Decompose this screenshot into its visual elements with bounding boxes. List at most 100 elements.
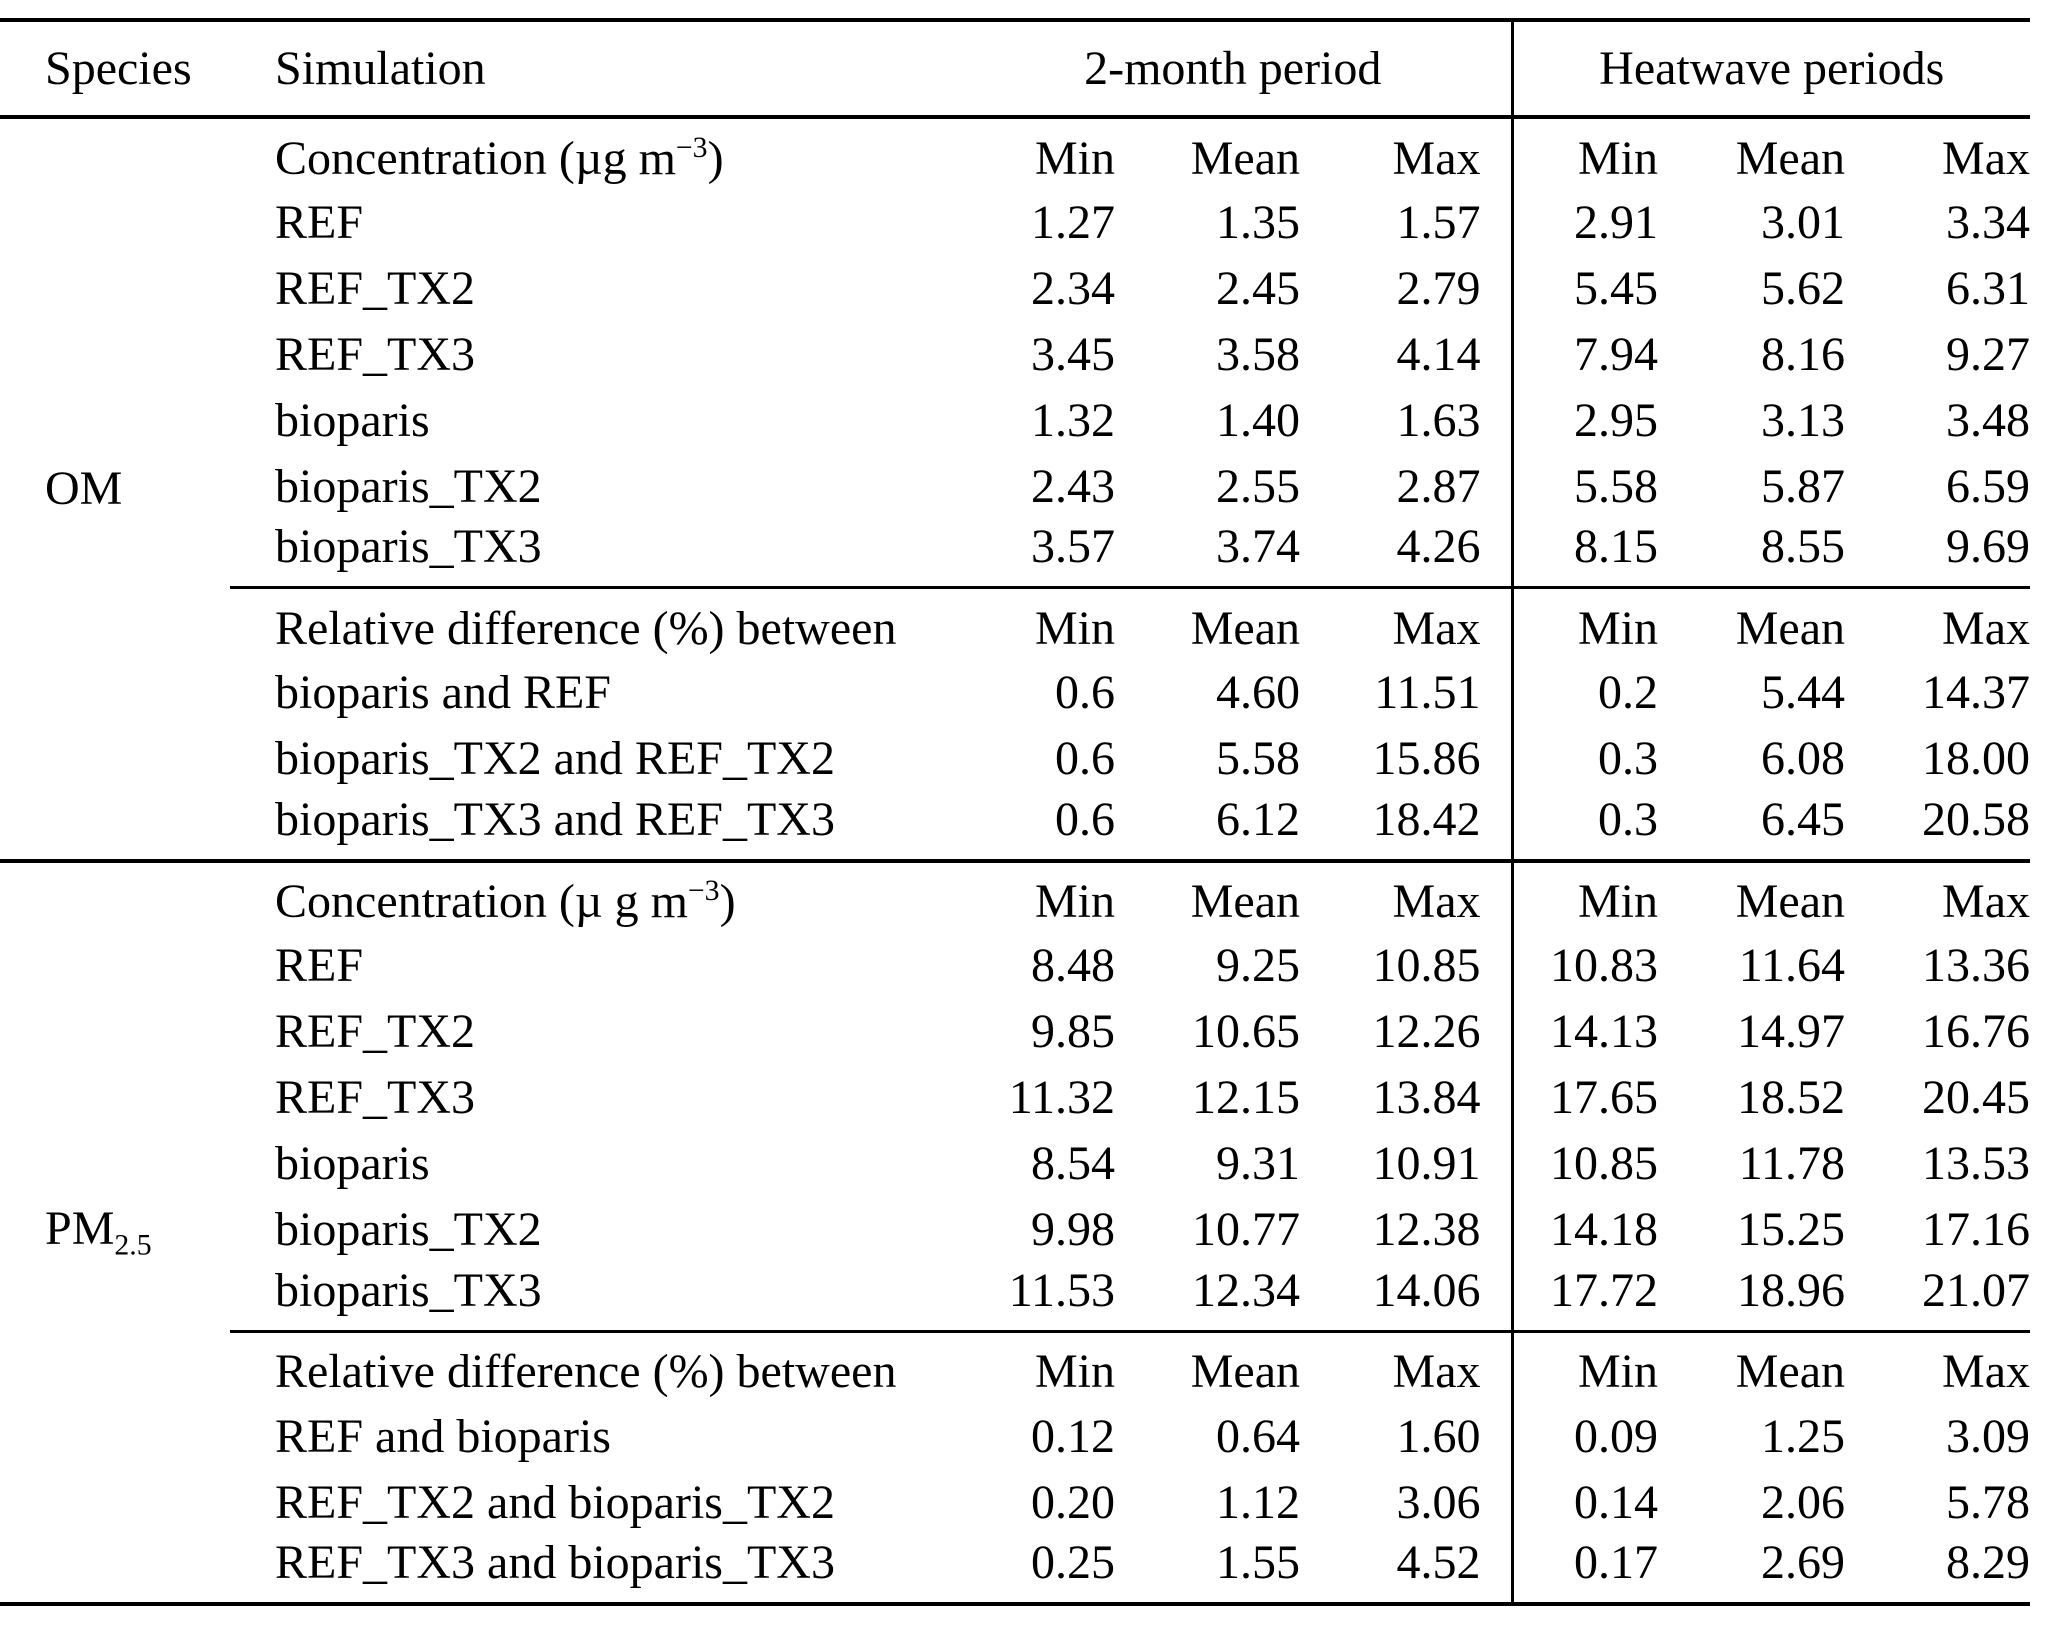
row-label: bioparis	[275, 393, 430, 447]
value-cell: 2.06	[1761, 1475, 1845, 1529]
stat-header-max: Max	[1845, 586, 2030, 660]
value-cell: 9.85	[1031, 1005, 1115, 1058]
value-cell: 0.3	[1510, 791, 1658, 861]
stat-header-min: Min	[1510, 586, 1658, 660]
stat-header-max: Max	[1942, 131, 2030, 185]
row-label: REF_TX3 and bioparis_TX3	[275, 1536, 835, 1589]
value-cell: 14.37	[1922, 666, 2030, 719]
value-cell: 6.12	[1216, 792, 1300, 846]
value-cell: 13.53	[1922, 1137, 2030, 1190]
value-cell: 1.35	[1216, 195, 1300, 249]
table-row: REF_TX2 2.34 2.45 2.79 5.45 5.62 6.31	[0, 255, 2030, 321]
om-rel-header-row: Relative difference (%) between Min Mean…	[0, 586, 2030, 660]
value-cell: 12.34	[1192, 1263, 1300, 1317]
value-cell: 10.85	[1372, 939, 1481, 992]
row-label: bioparis_TX3	[275, 1263, 542, 1317]
value-cell: 1.32	[1031, 393, 1115, 447]
value-cell: 10.83	[1510, 932, 1658, 999]
value-cell: 15.25	[1737, 1203, 1845, 1256]
value-cell: 21.07	[1922, 1263, 2030, 1317]
stat-header-mean: Mean	[1735, 131, 1845, 185]
value-cell: 2.95	[1510, 387, 1658, 453]
row-label: REF_TX2 and bioparis_TX2	[275, 1475, 835, 1529]
value-cell: 12.15	[1192, 1071, 1300, 1124]
species-cell-pm25: PM2.5	[0, 858, 230, 1604]
row-label: REF and bioparis	[275, 1409, 611, 1463]
value-cell: 16.76	[1922, 1005, 2030, 1058]
value-cell: 1.40	[1216, 393, 1300, 447]
value-cell: 11.32	[1008, 1071, 1115, 1124]
value-cell: 4.14	[1396, 327, 1481, 381]
stat-header-max: Max	[1300, 586, 1512, 660]
stat-header-mean: Mean	[1190, 131, 1300, 185]
row-label: REF_TX2	[275, 261, 476, 315]
value-cell: 0.14	[1510, 1469, 1658, 1535]
row-label: REF	[275, 939, 364, 992]
row-label: REF_TX2	[275, 1005, 476, 1058]
value-cell: 2.55	[1216, 459, 1300, 513]
value-cell: 0.6	[1055, 792, 1115, 846]
value-cell: 8.55	[1761, 520, 1845, 573]
table-row: bioparis_TX3 3.57 3.74 4.26 8.15 8.55 9.…	[0, 519, 2030, 588]
value-cell: 5.87	[1761, 459, 1845, 513]
value-cell: 5.58	[1216, 732, 1300, 785]
table-header-row: Species Simulation 2-month period Heatwa…	[0, 20, 2030, 119]
species-label-om: OM	[45, 462, 123, 516]
value-cell: 2.91	[1510, 189, 1658, 255]
value-cell: 20.45	[1922, 1071, 2030, 1124]
value-cell: 14.13	[1510, 998, 1658, 1065]
header-2month-period: 2-month period	[955, 20, 1512, 119]
value-cell: 0.3	[1510, 725, 1658, 792]
header-heatwave-periods: Heatwave periods	[1510, 20, 2030, 119]
stat-header-max: Max	[1300, 858, 1512, 933]
value-cell: 8.16	[1761, 327, 1845, 381]
value-cell: 6.59	[1946, 459, 2030, 513]
value-cell: 5.58	[1510, 453, 1658, 519]
header-simulation: Simulation	[230, 20, 955, 119]
value-cell: 18.00	[1922, 732, 2030, 785]
value-cell: 12.38	[1372, 1203, 1481, 1256]
table-row: REF 1.27 1.35 1.57 2.91 3.01 3.34	[0, 189, 2030, 255]
value-cell: 3.58	[1216, 327, 1300, 381]
block-label-pm25-concentration: Concentration (µ g m−3)	[230, 858, 955, 933]
table-row: bioparis and REF 0.6 4.60 11.51 0.2 5.44…	[0, 659, 2030, 726]
table-row: REF 8.48 9.25 10.85 10.83 11.64 13.36	[0, 932, 2030, 999]
value-cell: 2.45	[1216, 261, 1300, 315]
row-label: bioparis_TX3	[275, 520, 542, 573]
row-label: bioparis and REF	[275, 666, 611, 719]
stat-header-mean: Mean	[1658, 1329, 1845, 1403]
value-cell: 17.72	[1510, 1262, 1658, 1331]
row-label: REF	[275, 195, 364, 249]
stat-header-max: Max	[1845, 858, 2030, 933]
value-cell: 3.57	[1031, 520, 1115, 573]
value-cell: 9.69	[1946, 520, 2030, 573]
stat-header-min: Min	[1510, 117, 1658, 189]
stat-header-max: Max	[1845, 1329, 2030, 1403]
value-cell: 0.09	[1510, 1403, 1658, 1469]
table-row: REF and bioparis 0.12 0.64 1.60 0.09 1.2…	[0, 1403, 2030, 1469]
stat-header-max: Max	[1392, 131, 1481, 185]
value-cell: 4.26	[1396, 520, 1481, 573]
value-cell: 9.27	[1946, 327, 2030, 381]
value-cell: 3.13	[1761, 393, 1845, 447]
table-row: REF_TX3 3.45 3.58 4.14 7.94 8.16 9.27	[0, 321, 2030, 387]
table-row: bioparis 8.54 9.31 10.91 10.85 11.78 13.…	[0, 1130, 2030, 1197]
block-label-om-concentration: Concentration (µg m−3)	[275, 130, 724, 185]
value-cell: 1.57	[1396, 195, 1481, 249]
value-cell: 2.87	[1396, 459, 1481, 513]
stat-header-max: Max	[1300, 1329, 1512, 1403]
value-cell: 0.17	[1510, 1535, 1658, 1604]
row-label: REF_TX3	[275, 327, 476, 381]
unit-exponent: −3	[675, 130, 708, 164]
value-cell: 14.97	[1737, 1005, 1845, 1058]
value-cell: 2.43	[1031, 459, 1115, 513]
value-cell: 8.48	[1031, 939, 1115, 992]
value-cell: 9.25	[1216, 939, 1300, 992]
value-cell: 18.96	[1737, 1263, 1845, 1317]
value-cell: 1.60	[1396, 1409, 1481, 1463]
value-cell: 5.44	[1761, 666, 1845, 719]
value-cell: 3.74	[1216, 520, 1300, 573]
value-cell: 12.26	[1372, 1005, 1481, 1058]
value-cell: 10.91	[1372, 1137, 1481, 1190]
